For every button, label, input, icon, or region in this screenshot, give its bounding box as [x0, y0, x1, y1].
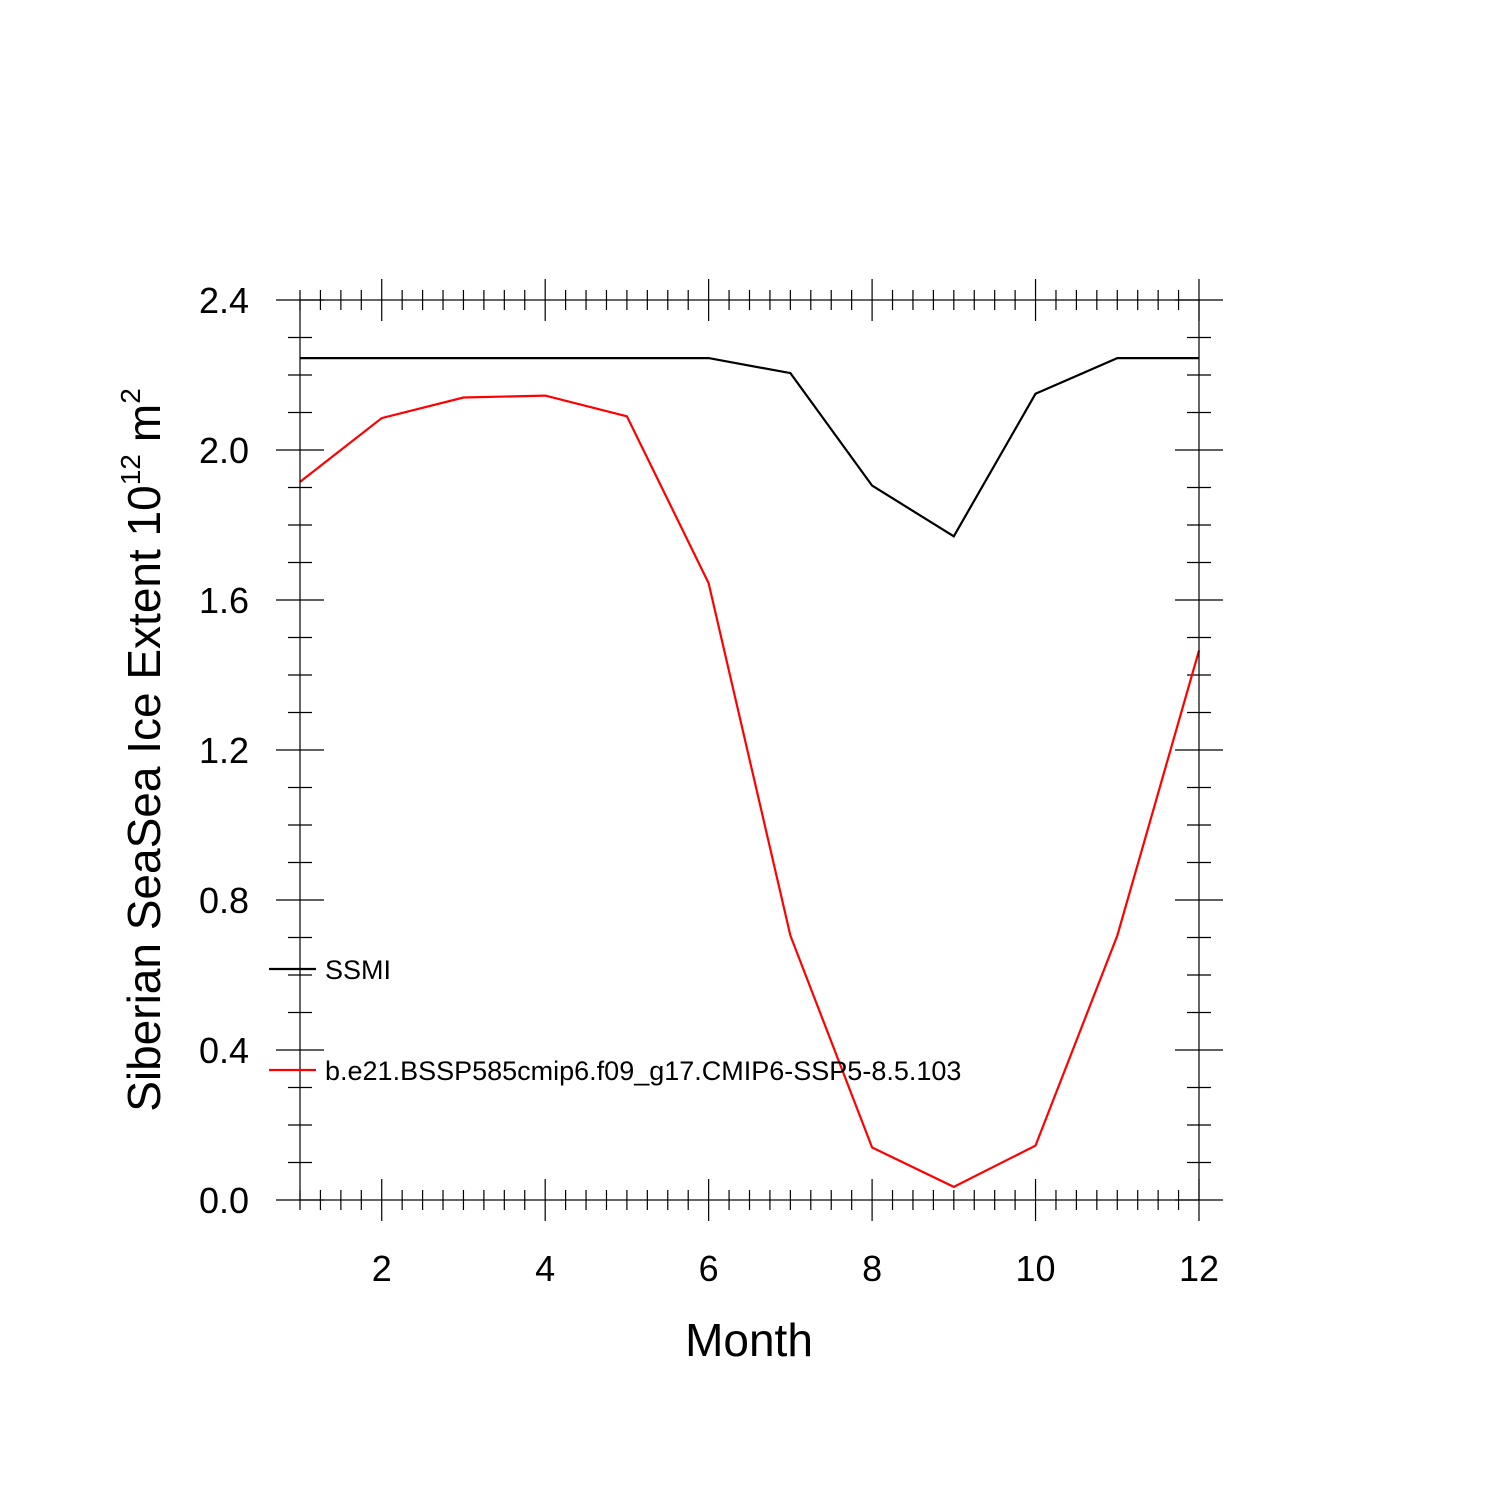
legend-label-ssmi: SSMI — [325, 955, 391, 985]
y-tick-label: 0.0 — [199, 1180, 249, 1221]
y-tick-label: 0.8 — [199, 880, 249, 921]
y-tick-label: 2.0 — [199, 430, 249, 471]
y-axis-title-unit-exponent: 2 — [115, 388, 146, 404]
y-axis-title-exponent: 12 — [115, 454, 146, 485]
x-tick-label: 4 — [535, 1248, 555, 1289]
legend-entry-ssmi: SSMI — [269, 955, 391, 985]
y-axis-title-text: Siberian SeaSea Ice Extent 10 — [118, 485, 170, 1112]
x-tick-label: 8 — [862, 1248, 882, 1289]
x-tick-label: 12 — [1179, 1248, 1219, 1289]
series-lines — [299, 357, 1201, 1189]
y-tick-label: 2.4 — [199, 280, 249, 321]
tick-labels: 2 4 6 8 10 12 0.0 0.4 0.8 1.2 1.6 2.0 2.4 — [199, 280, 1219, 1289]
plot-frame — [299, 299, 1200, 1201]
x-tick-label: 10 — [1016, 1248, 1056, 1289]
series-line-model — [299, 394, 1201, 1189]
y-axis-title-unit: m — [118, 404, 170, 442]
y-tick-label: 1.2 — [199, 730, 249, 771]
legend-label-model: b.e21.BSSP585cmip6.f09_g17.CMIP6-SSP5-8.… — [325, 1056, 961, 1086]
series-line-ssmi — [300, 357, 1199, 538]
x-axis-title: Month — [685, 1314, 813, 1366]
y-tick-label: 0.4 — [199, 1030, 249, 1071]
legend: SSMI b.e21.BSSP585cmip6.f09_g17.CMIP6-SS… — [269, 955, 961, 1086]
y-tick-label: 1.6 — [199, 580, 249, 621]
x-tick-label: 2 — [372, 1248, 392, 1289]
y-axis-title: Siberian SeaSea Ice Extent 1012 m2 — [115, 388, 170, 1112]
legend-entry-model: b.e21.BSSP585cmip6.f09_g17.CMIP6-SSP5-8.… — [269, 1056, 961, 1086]
x-tick-label: 6 — [699, 1248, 719, 1289]
